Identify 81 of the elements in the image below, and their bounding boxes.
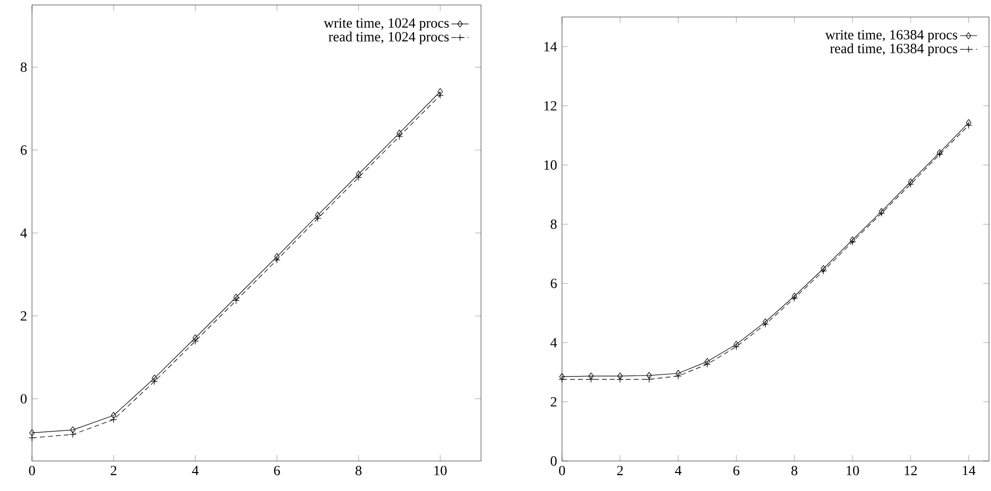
y-tick-label: 6: [550, 278, 557, 288]
point: [192, 338, 199, 345]
point: [232, 297, 240, 304]
point: [820, 265, 826, 272]
point: [436, 92, 444, 99]
x-tick-label: 4: [674, 466, 682, 476]
x-tick-label: 6: [274, 466, 280, 476]
x-tick-label: 2: [110, 466, 116, 476]
point: [820, 267, 827, 274]
point: [558, 376, 566, 383]
x-tick-label: 10: [846, 466, 859, 476]
point: [792, 292, 798, 300]
point: [559, 373, 565, 380]
point: [110, 416, 118, 424]
legend-label: write time, 16384 procs: [825, 30, 958, 42]
y-tick-label: 12: [544, 101, 556, 110]
point: [878, 210, 886, 217]
point: [274, 253, 280, 260]
point: [850, 236, 856, 244]
point: [704, 360, 711, 368]
point: [273, 256, 280, 264]
point: [355, 174, 362, 181]
point: [150, 378, 158, 385]
point: [878, 208, 884, 215]
point: [70, 426, 76, 434]
point: [646, 372, 652, 379]
point: [908, 178, 914, 186]
point: [396, 132, 403, 140]
point: [674, 372, 682, 380]
y-tick-label: 14: [544, 42, 557, 52]
point: [617, 372, 623, 380]
point: [152, 374, 158, 382]
point: [315, 212, 320, 219]
point: [790, 294, 798, 302]
y-tick-label: 2: [20, 311, 26, 321]
point: [69, 430, 76, 438]
point: [588, 376, 595, 383]
x-tick-label: 10: [434, 466, 447, 476]
point: [233, 294, 239, 301]
x-tick-label: 8: [791, 466, 798, 476]
point: [732, 343, 740, 350]
point: [676, 370, 681, 377]
x-tick-label: 2: [617, 466, 623, 476]
point: [762, 318, 768, 326]
y-tick-label: 0: [20, 394, 27, 404]
y-tick-label: 4: [20, 228, 27, 238]
point: [29, 429, 35, 436]
y-tick-label: 10: [544, 160, 557, 170]
point: [192, 334, 198, 342]
legend-label: write time, 1024 procs: [324, 18, 449, 31]
x-tick-label: 6: [733, 466, 740, 476]
point: [588, 372, 594, 380]
y-tick-label: 8: [20, 62, 27, 72]
legend-label: read time, 1024 procs: [328, 32, 449, 44]
x-tick-label: 8: [356, 466, 362, 476]
x-tick-label: 0: [559, 466, 565, 476]
x-tick-label: 12: [904, 466, 917, 476]
point: [110, 412, 116, 419]
x-tick-label: 0: [29, 466, 35, 476]
x-tick-label: 4: [192, 466, 199, 476]
point: [314, 214, 322, 222]
legend-label: read time, 16384 procs: [830, 43, 958, 56]
y-tick-label: 0: [550, 456, 557, 466]
point: [848, 238, 856, 246]
y-tick-label: 6: [20, 145, 27, 155]
point: [966, 119, 972, 126]
point: [965, 122, 972, 129]
y-tick-label: 4: [550, 338, 557, 348]
point: [616, 376, 624, 383]
point: [646, 376, 653, 383]
point: [907, 180, 914, 188]
point: [396, 130, 402, 137]
point: [734, 340, 739, 348]
x-tick-label: 14: [962, 466, 976, 476]
point: [704, 358, 710, 366]
point: [437, 88, 443, 96]
point: [28, 434, 36, 442]
y-tick-label: 8: [550, 219, 557, 229]
y-tick-label: 2: [550, 397, 556, 406]
point: [762, 320, 769, 328]
point: [356, 170, 362, 178]
